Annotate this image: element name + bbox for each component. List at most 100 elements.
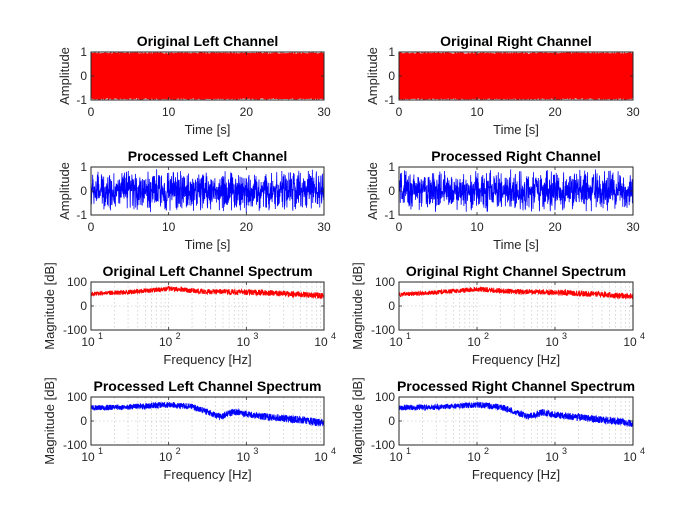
x-tick-label: 10 bbox=[470, 220, 484, 234]
x-axis-label: Frequency [Hz] bbox=[163, 352, 251, 367]
signal-trace bbox=[399, 169, 633, 212]
y-tick-label: 1 bbox=[388, 160, 395, 174]
x-tick-label: 10 bbox=[470, 105, 484, 119]
x-tick-exponent: 2 bbox=[484, 331, 489, 341]
x-tick-label: 10 bbox=[545, 335, 559, 349]
spectrum-trace bbox=[399, 401, 633, 427]
spectrum-trace bbox=[91, 285, 324, 300]
signal-trace bbox=[399, 52, 633, 100]
x-axis-label: Time [s] bbox=[493, 237, 539, 252]
x-tick-label: 0 bbox=[396, 105, 403, 119]
x-tick-label: 30 bbox=[626, 105, 640, 119]
x-tick-label: 20 bbox=[240, 105, 254, 119]
x-tick-exponent: 3 bbox=[253, 446, 258, 456]
x-tick-label: 10 bbox=[162, 105, 176, 119]
y-tick-label: -100 bbox=[371, 438, 395, 452]
y-tick-label: -1 bbox=[384, 208, 395, 222]
x-tick-label: 10 bbox=[159, 450, 173, 464]
y-axis-label: Magnitude [dB] bbox=[42, 262, 57, 349]
x-tick-exponent: 2 bbox=[176, 446, 181, 456]
y-tick-label: -1 bbox=[384, 93, 395, 107]
y-tick-label: -100 bbox=[63, 323, 87, 337]
x-tick-label: 10 bbox=[162, 220, 176, 234]
x-tick-label: 10 bbox=[467, 450, 481, 464]
x-axis-label: Time [s] bbox=[185, 237, 231, 252]
y-axis-label: Magnitude [dB] bbox=[350, 262, 365, 349]
y-tick-label: 100 bbox=[67, 275, 87, 289]
subplot-title: Processed Left Channel bbox=[128, 148, 288, 164]
y-tick-label: 0 bbox=[388, 69, 395, 83]
x-tick-label: 20 bbox=[548, 105, 562, 119]
subplot-title: Original Right Channel Spectrum bbox=[406, 263, 626, 279]
x-tick-label: 10 bbox=[314, 335, 328, 349]
data-series bbox=[91, 52, 324, 100]
y-tick-label: -100 bbox=[63, 438, 87, 452]
x-tick-exponent: 3 bbox=[562, 446, 567, 456]
x-tick-exponent: 4 bbox=[640, 331, 645, 341]
data-series bbox=[91, 169, 324, 213]
y-axis-label: Magnitude [dB] bbox=[42, 377, 57, 464]
data-series bbox=[91, 285, 324, 300]
x-tick-label: 10 bbox=[81, 335, 95, 349]
y-tick-label: 100 bbox=[375, 390, 395, 404]
y-axis-label: Amplitude bbox=[365, 162, 380, 220]
x-tick-exponent: 1 bbox=[98, 446, 103, 456]
subplot-title: Original Left Channel Spectrum bbox=[102, 263, 312, 279]
data-series bbox=[91, 401, 324, 427]
x-tick-exponent: 3 bbox=[253, 331, 258, 341]
y-tick-label: -1 bbox=[76, 93, 87, 107]
x-tick-label: 20 bbox=[240, 220, 254, 234]
x-tick-label: 20 bbox=[548, 220, 562, 234]
data-series bbox=[399, 286, 633, 300]
x-tick-label: 10 bbox=[467, 335, 481, 349]
y-tick-label: 1 bbox=[80, 160, 87, 174]
spectrum-trace bbox=[399, 286, 633, 300]
y-tick-label: 0 bbox=[80, 299, 87, 313]
x-axis-label: Frequency [Hz] bbox=[472, 352, 560, 367]
x-tick-label: 10 bbox=[237, 450, 251, 464]
data-series bbox=[399, 52, 633, 100]
x-tick-label: 10 bbox=[81, 450, 95, 464]
y-tick-label: -1 bbox=[76, 208, 87, 222]
x-tick-exponent: 2 bbox=[484, 446, 489, 456]
x-tick-label: 10 bbox=[623, 335, 637, 349]
x-tick-label: 10 bbox=[389, 450, 403, 464]
x-tick-exponent: 1 bbox=[98, 331, 103, 341]
y-axis-label: Amplitude bbox=[57, 47, 72, 105]
y-tick-label: 0 bbox=[80, 414, 87, 428]
x-tick-exponent: 3 bbox=[562, 331, 567, 341]
y-tick-label: 0 bbox=[388, 414, 395, 428]
y-axis-label: Magnitude [dB] bbox=[350, 377, 365, 464]
grid bbox=[399, 282, 633, 330]
subplot-title: Processed Left Channel Spectrum bbox=[94, 378, 322, 394]
x-axis-label: Time [s] bbox=[493, 122, 539, 137]
signal-trace bbox=[91, 52, 324, 100]
x-tick-label: 10 bbox=[623, 450, 637, 464]
y-tick-label: 0 bbox=[388, 184, 395, 198]
x-tick-exponent: 1 bbox=[406, 446, 411, 456]
y-tick-label: 100 bbox=[375, 275, 395, 289]
spectrum-trace bbox=[91, 401, 324, 427]
y-tick-label: 0 bbox=[80, 69, 87, 83]
y-tick-label: 0 bbox=[388, 299, 395, 313]
subplot-title: Processed Right Channel bbox=[431, 148, 601, 164]
x-tick-label: 0 bbox=[396, 220, 403, 234]
y-tick-label: 0 bbox=[80, 184, 87, 198]
x-tick-exponent: 1 bbox=[406, 331, 411, 341]
x-tick-exponent: 4 bbox=[331, 331, 336, 341]
x-tick-label: 10 bbox=[159, 335, 173, 349]
y-tick-label: 1 bbox=[80, 45, 87, 59]
subplot-title: Processed Right Channel Spectrum bbox=[397, 378, 635, 394]
data-series bbox=[399, 401, 633, 427]
x-tick-label: 10 bbox=[545, 450, 559, 464]
data-series bbox=[399, 169, 633, 212]
y-tick-label: 100 bbox=[67, 390, 87, 404]
